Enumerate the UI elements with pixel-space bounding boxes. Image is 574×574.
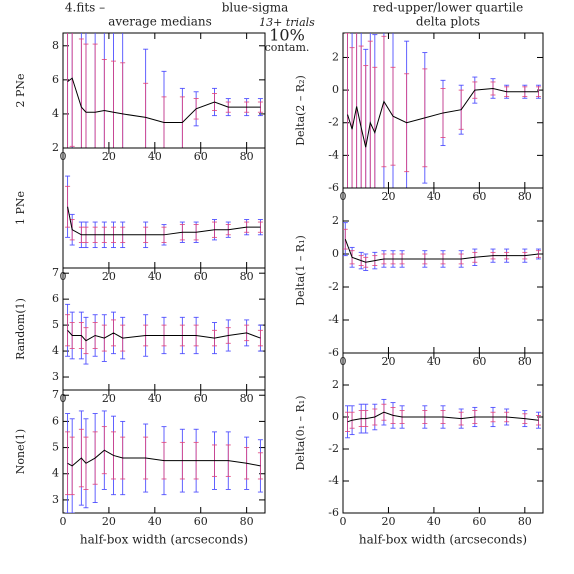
y-tick-label: 3 (52, 370, 59, 383)
x-tick-label: 60 (194, 515, 208, 528)
y-tick-label: -2 (328, 280, 339, 293)
y-tick-label: 5 (52, 318, 59, 331)
right-title: delta plots (416, 15, 480, 29)
plot-area (345, 398, 541, 439)
y-tick-label: -4 (328, 474, 339, 487)
plot-area (65, 303, 263, 365)
contam-percent: 10% (269, 26, 305, 45)
x-tick-label: 40 (148, 515, 162, 528)
x-axis-label: half-box width (arcseconds) (359, 533, 527, 547)
x-tick-label: 40 (148, 150, 162, 163)
x-tick-label: 20 (102, 392, 116, 405)
x-tick-label: 20 (102, 515, 116, 528)
x-tick-label: 20 (102, 150, 116, 163)
plot-area (345, 33, 541, 188)
y-tick-label: 2 (332, 214, 339, 227)
y-axis-label: None(1) (14, 429, 27, 474)
x-tick-label: 60 (194, 150, 208, 163)
x-tick-label: 80 (518, 355, 532, 368)
plot-area (67, 33, 263, 148)
y-tick-label: 0 (332, 247, 339, 260)
plot-area (343, 222, 541, 271)
y-tick-label: 8 (52, 39, 59, 52)
y-tick-label: 0 (332, 410, 339, 423)
median-line (67, 206, 261, 236)
x-tick-label: 20 (102, 270, 116, 283)
file-label: 4.fits – (65, 1, 105, 15)
quartile-legend: red-upper/lower quartile (373, 1, 523, 15)
y-tick-label: 2 (332, 50, 339, 63)
x-tick-label: 60 (472, 355, 486, 368)
plot-frame (62, 147, 266, 269)
x-tick-label: 80 (240, 150, 254, 163)
x-tick-label: 40 (427, 355, 441, 368)
y-tick-label: 6 (52, 414, 59, 427)
y-axis-label: Delta(0₁ – R₁) (294, 395, 307, 470)
x-tick-label: 80 (240, 392, 254, 405)
x-tick-label: 60 (194, 392, 208, 405)
y-axis-label: 1 PNe (14, 191, 27, 225)
y-tick-label: 4 (52, 344, 59, 357)
left-title: average medians (108, 15, 212, 29)
y-tick-label: 4 (52, 467, 59, 480)
contam-note: contam. (265, 41, 310, 54)
x-tick-label: 80 (518, 515, 532, 528)
y-tick-label: 5 (52, 441, 59, 454)
plot-frame (342, 187, 544, 354)
y-tick-label: -6 (328, 181, 339, 194)
x-tick-label: 0 (340, 515, 347, 528)
median-line (344, 238, 539, 263)
plot-frame (342, 352, 544, 514)
median-line (67, 449, 261, 467)
y-axis-label: 2 PNe (14, 73, 27, 107)
x-tick-label: 60 (472, 515, 486, 528)
plot-frame (62, 389, 266, 514)
plot-area (65, 175, 263, 249)
y-tick-label: 3 (52, 493, 59, 506)
y-axis-label: Random(1) (14, 298, 27, 360)
y-tick-label: 2 (332, 378, 339, 391)
plot-area (65, 410, 263, 513)
y-axis-label: Delta(2 – R₂) (294, 75, 307, 146)
y-tick-label: -6 (328, 506, 339, 519)
y-axis-label: Delta(1 – R₁) (294, 235, 307, 306)
x-tick-label: 80 (240, 515, 254, 528)
x-tick-label: 60 (194, 270, 208, 283)
y-tick-label: -4 (328, 148, 339, 161)
y-tick-label: 6 (52, 73, 59, 86)
x-tick-label: 80 (240, 270, 254, 283)
x-tick-label: 20 (381, 190, 395, 203)
y-tick-label: -4 (328, 313, 339, 326)
x-tick-label: 60 (472, 190, 486, 203)
y-tick-label: -2 (328, 116, 339, 129)
median-line (67, 77, 261, 123)
y-tick-label: 4 (52, 107, 59, 120)
x-tick-label: 0 (60, 515, 67, 528)
median-line (347, 411, 539, 423)
x-tick-label: 80 (518, 190, 532, 203)
y-tick-label: 0 (332, 83, 339, 96)
y-tick-label: 7 (52, 266, 59, 279)
x-tick-label: 40 (427, 515, 441, 528)
x-tick-label: 40 (148, 392, 162, 405)
median-line (347, 87, 539, 148)
trials-note: 13+ trials (259, 16, 315, 29)
x-tick-label: 40 (148, 270, 162, 283)
y-tick-label: -2 (328, 442, 339, 455)
x-tick-label: 40 (427, 190, 441, 203)
y-tick-label: -6 (328, 346, 339, 359)
x-tick-label: 20 (381, 355, 395, 368)
sigma-legend: blue-sigma (222, 1, 289, 15)
y-tick-label: 2 (52, 141, 59, 154)
y-tick-label: 6 (52, 292, 59, 305)
y-tick-label: 7 (52, 388, 59, 401)
median-line (67, 329, 261, 342)
x-axis-label: half-box width (arcseconds) (80, 533, 248, 547)
x-tick-label: 20 (381, 515, 395, 528)
